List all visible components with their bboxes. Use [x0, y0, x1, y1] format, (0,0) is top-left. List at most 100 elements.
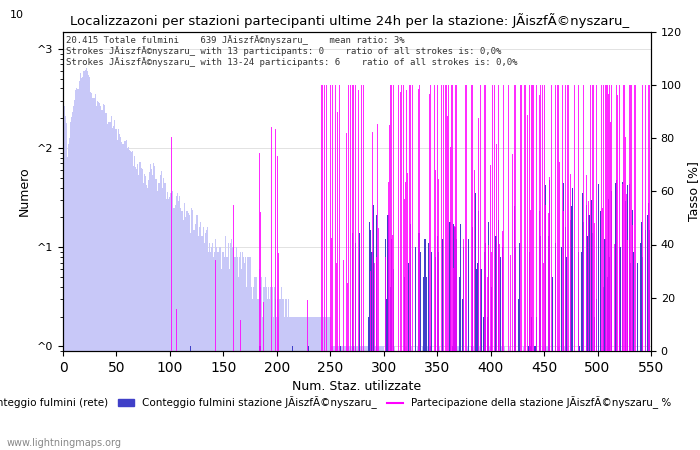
- Bar: [284, 317, 285, 450]
- Bar: [381, 346, 382, 450]
- Bar: [148, 180, 149, 450]
- Bar: [259, 269, 260, 450]
- Bar: [579, 346, 580, 450]
- Bar: [427, 346, 428, 450]
- Bar: [329, 317, 330, 450]
- Bar: [410, 225, 411, 450]
- Y-axis label: Tasso [%]: Tasso [%]: [687, 161, 700, 221]
- Bar: [351, 346, 352, 450]
- Bar: [368, 317, 370, 450]
- Bar: [272, 287, 273, 450]
- Bar: [269, 299, 270, 450]
- Bar: [475, 194, 476, 450]
- Bar: [172, 191, 173, 450]
- Bar: [227, 257, 228, 450]
- Bar: [98, 103, 99, 450]
- Bar: [243, 257, 244, 450]
- Bar: [648, 203, 650, 450]
- Bar: [603, 287, 605, 450]
- Bar: [250, 257, 251, 450]
- Bar: [238, 277, 239, 450]
- Bar: [362, 346, 363, 450]
- Bar: [419, 252, 421, 450]
- Bar: [337, 346, 338, 450]
- Bar: [295, 317, 297, 450]
- Bar: [107, 124, 108, 450]
- Bar: [157, 191, 158, 450]
- Bar: [263, 287, 265, 450]
- Bar: [439, 346, 440, 450]
- Bar: [256, 277, 257, 450]
- Bar: [642, 257, 643, 450]
- Bar: [421, 346, 423, 450]
- Bar: [578, 252, 579, 450]
- Bar: [83, 71, 84, 450]
- Bar: [632, 210, 634, 450]
- Bar: [424, 239, 425, 450]
- Bar: [115, 129, 116, 450]
- Bar: [101, 110, 102, 450]
- Bar: [293, 317, 295, 450]
- Bar: [471, 346, 472, 450]
- Bar: [118, 129, 119, 450]
- Bar: [258, 299, 259, 450]
- Bar: [608, 198, 609, 450]
- Bar: [340, 346, 342, 450]
- Bar: [125, 140, 127, 450]
- Text: 10: 10: [10, 10, 25, 20]
- Bar: [442, 239, 443, 450]
- Bar: [103, 104, 104, 450]
- Bar: [625, 202, 626, 450]
- Bar: [132, 151, 133, 450]
- Bar: [94, 98, 95, 450]
- Bar: [283, 299, 284, 450]
- Bar: [113, 126, 114, 450]
- Bar: [297, 317, 298, 450]
- Bar: [488, 222, 489, 450]
- Bar: [383, 346, 384, 450]
- Bar: [275, 299, 276, 450]
- Bar: [82, 77, 83, 450]
- Bar: [159, 183, 160, 450]
- Bar: [340, 346, 342, 450]
- Bar: [518, 299, 519, 450]
- Bar: [349, 346, 350, 450]
- Bar: [174, 208, 175, 450]
- Bar: [636, 263, 638, 450]
- Bar: [338, 346, 339, 450]
- Bar: [330, 317, 331, 450]
- Bar: [457, 346, 458, 450]
- Bar: [334, 346, 335, 450]
- Bar: [254, 277, 255, 450]
- Bar: [563, 183, 564, 450]
- Bar: [175, 204, 176, 450]
- Bar: [567, 346, 568, 450]
- Bar: [186, 212, 188, 450]
- Bar: [485, 243, 486, 450]
- Bar: [333, 346, 334, 450]
- Bar: [393, 269, 394, 450]
- Bar: [190, 346, 191, 450]
- Bar: [546, 346, 547, 450]
- Bar: [645, 230, 646, 450]
- Bar: [484, 346, 485, 450]
- Bar: [405, 346, 407, 450]
- Bar: [565, 227, 566, 450]
- Bar: [204, 233, 206, 450]
- Bar: [64, 116, 66, 450]
- Bar: [122, 144, 123, 450]
- Bar: [260, 346, 261, 450]
- Bar: [411, 346, 412, 450]
- Bar: [206, 227, 208, 450]
- Bar: [311, 317, 312, 450]
- Bar: [352, 233, 354, 450]
- Bar: [197, 216, 198, 450]
- Text: Localizzazoni per stazioni partecipanti ultime 24h per la stazione: JÃiszfÃ©nysz: Localizzazoni per stazioni partecipanti …: [71, 14, 629, 28]
- Bar: [336, 346, 337, 450]
- Bar: [547, 346, 548, 450]
- Bar: [456, 239, 457, 450]
- Bar: [289, 317, 290, 450]
- Bar: [242, 252, 243, 450]
- Bar: [555, 243, 556, 450]
- Bar: [346, 346, 348, 450]
